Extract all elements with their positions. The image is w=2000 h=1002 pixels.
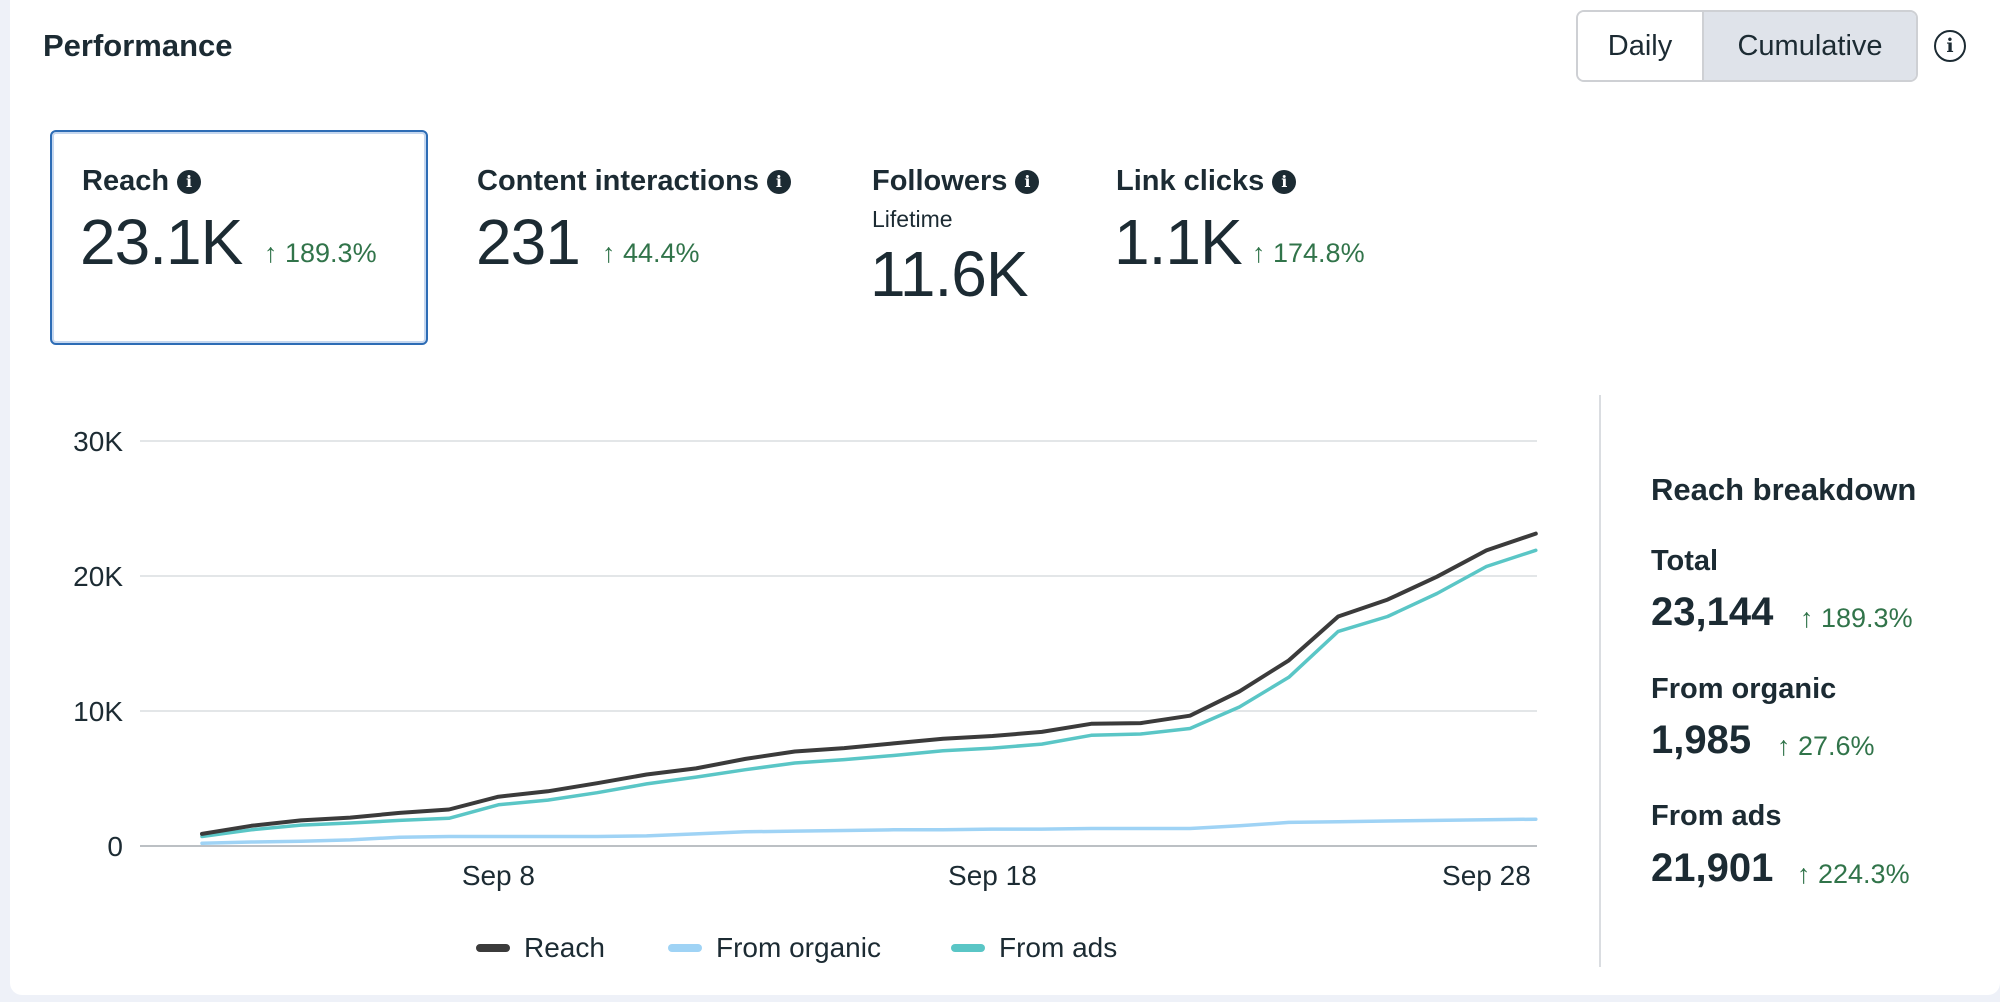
breakdown-change-ads: ↑ 224.3% xyxy=(1797,859,1910,889)
legend-label-ads: From ads xyxy=(999,932,1118,963)
panel-divider xyxy=(1599,395,1601,967)
reach-line-chart: 0 10K 20K 30K Sep 8 Sep 18 Sep 28 xyxy=(73,426,1538,891)
metric-sub-followers: Lifetime xyxy=(872,206,953,232)
cumulative-toggle-button[interactable]: Cumulative xyxy=(1704,12,1916,80)
metric-label-content-interactions[interactable]: Content interactions i xyxy=(477,165,791,198)
info-icon[interactable]: i xyxy=(177,169,202,194)
series-line-reach[interactable] xyxy=(200,531,1538,836)
legend-item-ads[interactable]: From ads xyxy=(951,932,1117,964)
legend-label-organic: From organic xyxy=(716,932,881,963)
breakdown-value-ads: 21,901 xyxy=(1651,846,1774,890)
legend-swatch-reach xyxy=(476,944,510,952)
metric-label-reach: Reach i xyxy=(82,165,202,198)
y-tick-label: 20K xyxy=(73,561,123,592)
x-tick-label: Sep 28 xyxy=(1442,860,1531,891)
info-icon[interactable]: i xyxy=(766,169,791,194)
metric-card-reach[interactable] xyxy=(50,130,428,345)
view-toggle: Daily Cumulative xyxy=(1576,10,1918,82)
metric-value-link-clicks: 1.1K xyxy=(1114,206,1243,278)
x-tick-label: Sep 8 xyxy=(462,860,535,891)
legend-item-reach[interactable]: Reach xyxy=(476,932,605,964)
x-tick-label: Sep 18 xyxy=(948,860,1037,891)
metric-change-reach: ↑ 189.3% xyxy=(264,238,377,268)
breakdown-label-ads: From ads xyxy=(1651,800,1782,832)
daily-toggle-button[interactable]: Daily xyxy=(1578,12,1704,80)
breakdown-value-organic: 1,985 xyxy=(1651,718,1752,762)
breakdown-value-total: 23,144 xyxy=(1651,590,1774,634)
info-icon[interactable]: i xyxy=(1934,30,1966,62)
y-tick-label: 30K xyxy=(73,426,123,457)
metric-value-reach: 23.1K xyxy=(80,206,243,278)
breakdown-change-total: ↑ 189.3% xyxy=(1800,603,1913,633)
breakdown-label-organic: From organic xyxy=(1651,673,1837,705)
metric-label-followers[interactable]: Followers i xyxy=(872,165,1040,198)
info-icon[interactable]: i xyxy=(1272,169,1297,194)
metric-value-followers: 11.6K xyxy=(870,238,1028,310)
y-tick-label: 0 xyxy=(107,831,123,862)
legend-swatch-organic xyxy=(668,944,702,952)
breakdown-label-total: Total xyxy=(1651,545,1719,577)
page-title: Performance xyxy=(43,28,233,63)
info-icon[interactable]: i xyxy=(1015,169,1040,194)
legend-swatch-ads xyxy=(951,944,985,952)
metric-value-content-interactions: 231 xyxy=(476,206,581,278)
legend-label-reach: Reach xyxy=(524,932,605,963)
legend-item-organic[interactable]: From organic xyxy=(668,932,881,964)
y-tick-label: 10K xyxy=(73,696,123,727)
metric-change-link-clicks: ↑ 174.8% xyxy=(1252,238,1365,268)
breakdown-title: Reach breakdown xyxy=(1651,472,1917,507)
breakdown-change-organic: ↑ 27.6% xyxy=(1777,731,1875,761)
series-line-organic[interactable] xyxy=(200,817,1538,846)
series-line-ads[interactable] xyxy=(200,548,1538,839)
metric-change-content-interactions: ↑ 44.4% xyxy=(602,238,700,268)
metric-label-link-clicks[interactable]: Link clicks i xyxy=(1116,165,1297,198)
